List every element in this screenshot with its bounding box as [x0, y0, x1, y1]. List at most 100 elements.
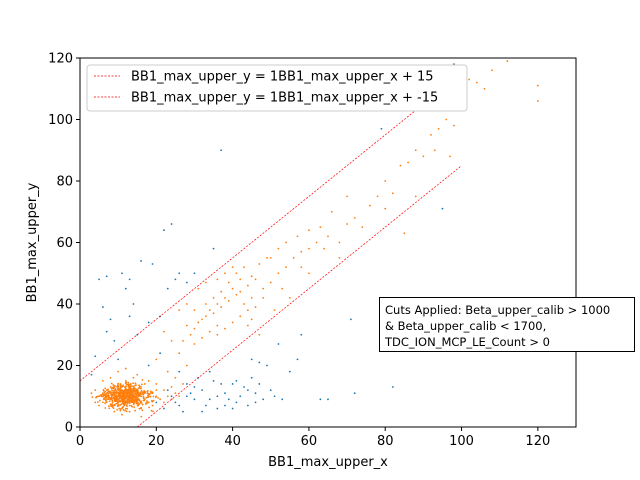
data-point-s0-71 — [163, 407, 165, 410]
data-point-s0-77 — [235, 401, 238, 404]
data-point-core-641 — [135, 395, 138, 398]
data-point-s1-117 — [262, 287, 265, 290]
data-point-s1-84 — [227, 281, 230, 284]
data-point-s0-22 — [212, 247, 215, 250]
data-point-s0-57 — [262, 398, 265, 401]
data-point-core-616 — [102, 388, 105, 391]
data-point-core-569 — [132, 403, 135, 406]
data-point-core-138 — [132, 382, 135, 385]
data-point-s1-27 — [159, 398, 162, 401]
data-point-s1-182 — [182, 383, 184, 385]
data-point-core-32 — [104, 407, 107, 409]
data-point-s0-74 — [250, 376, 253, 379]
data-point-core-522 — [152, 410, 154, 413]
data-point-core-600 — [124, 389, 127, 392]
data-point-s0-73 — [166, 389, 169, 391]
points-layer — [90, 60, 539, 418]
legend-entry-2: BB1_max_upper_y = 1BB1_max_upper_x + -15 — [131, 91, 438, 106]
data-point-core-490 — [130, 399, 133, 402]
data-point-s0-78 — [224, 404, 226, 407]
data-point-core-308 — [120, 403, 123, 406]
data-point-s1-140 — [391, 192, 394, 195]
data-point-s1-62 — [155, 389, 158, 391]
data-point-s1-148 — [453, 124, 455, 127]
data-point-core-647 — [110, 404, 113, 407]
y-tick-label-0: 0 — [65, 421, 73, 436]
data-point-s0-31 — [258, 361, 261, 364]
data-point-s1-127 — [285, 241, 287, 244]
data-point-core-226 — [110, 391, 113, 394]
data-point-s1-34 — [94, 401, 97, 404]
data-point-s0-58 — [193, 398, 196, 401]
data-point-core-627 — [150, 392, 153, 394]
data-point-core-436 — [146, 396, 149, 398]
legend: BB1_max_upper_y = 1BB1_max_upper_x + 15 … — [86, 64, 468, 112]
data-point-core-274 — [129, 382, 132, 385]
cut-line-1 — [79, 73, 462, 382]
data-point-s1-145 — [430, 133, 432, 136]
data-point-s1-160 — [433, 149, 436, 152]
data-point-core-374 — [142, 397, 145, 400]
data-point-core-361 — [104, 387, 107, 390]
data-point-s1-139 — [384, 180, 387, 182]
data-point-core-576 — [141, 378, 144, 381]
data-point-s0-25 — [159, 352, 162, 355]
data-point-s1-128 — [296, 235, 299, 238]
data-point-s1-72 — [201, 318, 203, 321]
data-point-core-629 — [113, 392, 116, 395]
data-point-core-446 — [133, 387, 136, 390]
data-point-core-211 — [118, 407, 121, 410]
data-point-core-624 — [138, 394, 141, 396]
data-point-core-609 — [126, 391, 129, 394]
data-point-s1-46 — [151, 404, 154, 407]
data-point-s1-165 — [308, 272, 310, 275]
data-point-s0-54 — [239, 395, 242, 398]
data-point-s1-111 — [197, 287, 200, 290]
annotation-line-3: TDC_ION_MCP_LE_Count > 0 — [385, 335, 550, 349]
x-axis-ticks: 0 20 40 60 80 100 120 — [76, 427, 550, 449]
x-axis-label: BB1_max_upper_x — [268, 455, 388, 470]
data-point-s0-29 — [220, 149, 223, 152]
data-point-core-643 — [104, 399, 107, 402]
data-point-s1-143 — [414, 149, 417, 152]
data-point-s0-17 — [170, 223, 173, 225]
data-point-s1-43 — [121, 413, 123, 416]
data-point-core-391 — [117, 403, 120, 406]
data-point-s1-124 — [315, 241, 318, 244]
data-point-s0-2 — [121, 272, 123, 275]
data-point-s0-40 — [327, 398, 329, 401]
data-point-s1-120 — [285, 266, 287, 268]
data-point-s1-90 — [182, 340, 184, 342]
data-point-core-611 — [132, 399, 135, 402]
data-point-core-82 — [125, 385, 128, 387]
data-point-s1-63 — [124, 407, 127, 410]
data-point-core-631 — [118, 396, 121, 398]
data-point-core-598 — [121, 397, 124, 400]
data-point-core-370 — [152, 395, 155, 398]
data-point-s1-118 — [269, 281, 272, 284]
data-point-core-639 — [105, 394, 107, 397]
data-point-core-192 — [149, 390, 152, 393]
data-point-s1-35 — [117, 370, 120, 373]
data-point-s0-28 — [193, 272, 196, 275]
data-point-s1-29 — [166, 395, 169, 398]
data-point-s1-47 — [163, 389, 165, 391]
data-point-core-516 — [107, 398, 110, 400]
data-point-s1-42 — [113, 410, 116, 413]
data-point-s1-181 — [174, 376, 177, 379]
data-point-s1-147 — [445, 118, 448, 121]
data-point-core-462 — [125, 410, 128, 413]
data-point-s0-23 — [117, 358, 120, 361]
data-point-core-412 — [145, 403, 147, 405]
data-point-s1-102 — [231, 321, 234, 324]
data-point-s1-150 — [468, 78, 471, 81]
data-point-core-265 — [112, 394, 114, 396]
data-point-core-360 — [112, 384, 115, 386]
data-point-core-509 — [113, 391, 116, 394]
data-point-core-414 — [116, 408, 119, 411]
data-point-s0-6 — [124, 287, 127, 290]
data-point-s1-126 — [277, 247, 280, 250]
data-point-s1-175 — [185, 364, 188, 367]
data-point-s1-100 — [216, 333, 219, 336]
data-point-core-168 — [101, 393, 104, 396]
